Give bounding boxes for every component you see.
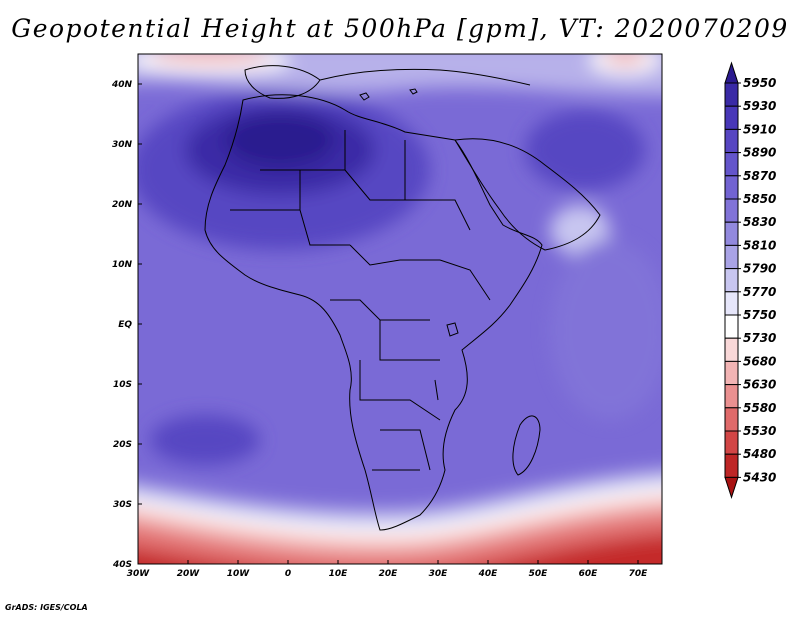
- colorbar: 5950 5930 5910 5890 5870 5850 5830 5810 5790 5770…: [724, 61, 776, 500]
- colorbar-level-label: 5680: [743, 354, 776, 368]
- colorbar-level-label: 5580: [743, 401, 776, 415]
- lat-tick-label: 40N: [111, 80, 133, 90]
- lon-tick-label: 70E: [629, 569, 649, 579]
- lon-tick-label: 20W: [177, 569, 201, 579]
- lon-tick-label: 60E: [579, 569, 599, 579]
- colorbar-swatch: [724, 291, 739, 316]
- lat-tick-label: 10S: [113, 380, 132, 390]
- lat-tick-label: 30N: [112, 140, 133, 150]
- lon-tick-label: 30W: [127, 569, 151, 579]
- colorbar-swatch: [724, 384, 739, 409]
- colorbar-swatch: [724, 152, 739, 177]
- colorbar-level-label: 5530: [743, 424, 776, 438]
- lat-tick-label: EQ: [118, 320, 132, 330]
- colorbar-level-label: 5480: [743, 447, 776, 461]
- credit-label: GrADS: IGES/COLA: [5, 603, 88, 612]
- colorbar-swatch: [724, 175, 739, 200]
- height-field: [138, 54, 662, 564]
- colorbar-swatch: [724, 453, 739, 478]
- colorbar-swatch: [724, 360, 739, 386]
- lon-tick-group: 30W 20W 10W 0 10E 20E 30E 40E 50E 60E 70E: [127, 560, 648, 579]
- colorbar-level-label: 5730: [743, 331, 776, 345]
- map-title: Geopotential Height at 500hPa [gpm], VT:…: [11, 14, 789, 43]
- colorbar-level-label: 5630: [743, 378, 776, 392]
- colorbar-level-label: 5830: [743, 215, 776, 229]
- colorbar-level-label: 5950: [743, 76, 776, 90]
- colorbar-swatch: [724, 221, 739, 246]
- colorbar-bottom-arrow: [724, 476, 739, 500]
- colorbar-swatch: [724, 244, 739, 270]
- lon-tick-label: 50E: [529, 569, 549, 579]
- colorbar-level-label: 5430: [743, 470, 776, 484]
- colorbar-level-label: 5930: [743, 99, 776, 113]
- colorbar-swatch: [724, 337, 739, 362]
- colorbar-swatch: [724, 128, 739, 154]
- colorbar-level-label: 5850: [743, 192, 776, 206]
- colorbar-level-label: 5890: [743, 146, 776, 160]
- lon-tick-label: 0: [285, 569, 291, 579]
- lat-tick-label: 10N: [112, 260, 133, 270]
- lon-tick-label: 20E: [379, 569, 399, 579]
- lat-tick-label: 30S: [113, 500, 132, 510]
- lon-tick-label: 10W: [227, 569, 251, 579]
- colorbar-swatch: [724, 105, 739, 130]
- colorbar-level-label: 5790: [743, 262, 776, 276]
- graticule: 30W 20W 10W 0 10E 20E 30E 40E 50E 60E 70E 40N 30N 20…: [111, 53, 663, 579]
- lat-tick-label: 20S: [113, 440, 132, 450]
- lat-tick-label: 20N: [112, 200, 133, 210]
- lat-tick-group: 40N 30N 20N 10N EQ 10S 20S 30S 40S: [111, 80, 142, 570]
- colorbar-level-label: 5770: [743, 285, 776, 299]
- colorbar-level-label: 5870: [743, 169, 776, 183]
- colorbar-level-label: 5910: [743, 122, 776, 136]
- lon-tick-label: 10E: [329, 569, 349, 579]
- lon-tick-label: 40E: [478, 569, 499, 579]
- coastlines-borders: [204, 65, 601, 531]
- colorbar-swatch: [724, 407, 739, 432]
- colorbar-swatch: [724, 268, 739, 293]
- colorbar-swatch: [724, 198, 739, 223]
- colorbar-swatch: [724, 314, 739, 339]
- colorbar-top-arrow: [724, 61, 739, 84]
- lon-tick-label: 30E: [429, 569, 449, 579]
- colorbar-level-label: 5750: [743, 308, 776, 322]
- lat-tick-label: 40S: [112, 560, 132, 570]
- colorbar-swatch: [724, 82, 739, 107]
- colorbar-level-label: 5810: [743, 238, 776, 252]
- colorbar-swatch: [724, 430, 739, 455]
